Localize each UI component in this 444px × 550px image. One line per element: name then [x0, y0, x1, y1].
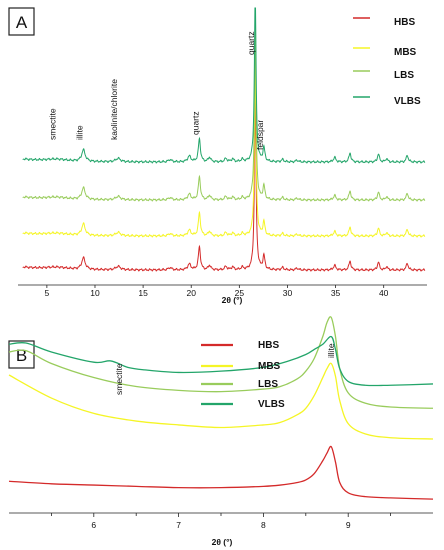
panel-a-annotation-2: kaolinite/chlorite [109, 79, 119, 140]
panel-a-series-vlbs [22, 7, 426, 164]
panel-b-series-mbs [8, 362, 434, 440]
panel-b-legend: HBS MBS LBS VLBS [201, 340, 285, 410]
panel-a-x-tick-label: 25 [235, 288, 245, 298]
panel-a-x-tick-label: 5 [45, 288, 50, 298]
panel-a-x-tick-label: 35 [331, 288, 341, 298]
panel-b-legend-label-vlbs: VLBS [258, 399, 285, 410]
panel-b-letter: B [16, 346, 27, 365]
panel-a-letter-box [8, 7, 35, 36]
panel-b-x-tick-label: 8 [261, 520, 266, 530]
panel-b-annotation-0: smectite [114, 363, 124, 395]
panel-a-series-lbs [22, 26, 426, 202]
panel-a-x-tick-label: 10 [90, 288, 100, 298]
panel-a-legend-label-lbs: LBS [394, 70, 414, 81]
panel-b-x-tick-label: 7 [176, 520, 181, 530]
panel-a-letter: A [16, 13, 28, 32]
panel-b-legend-label-mbs: MBS [258, 361, 281, 372]
panel-a-annotation-4: quartz [246, 31, 256, 55]
panel-b-annotations: smectite illite [114, 343, 336, 395]
panel-b-series-vlbs [8, 335, 434, 387]
panel-b-letter-box [8, 340, 35, 369]
panel-a-annotation-3: quartz [190, 111, 200, 135]
panel-a-x-tick-label: 40 [379, 288, 389, 298]
panel-b-series [8, 316, 434, 500]
panel-b-legend-label-lbs: LBS [258, 379, 278, 390]
panel-a-legend-label-mbs: MBS [394, 47, 417, 58]
panel-b-series-lbs [8, 316, 434, 409]
panel-a-legend: HBS MBS LBS VLBS [353, 17, 421, 107]
panel-a-series-hbs [22, 96, 426, 272]
panel-a-chart: A 5 10 15 20 25 30 35 40 smectite illite kaolinit… [8, 7, 427, 305]
panel-b-series-hbs [8, 445, 434, 500]
panel-a-series [22, 7, 426, 272]
panel-b-chart: B 6 7 8 9 smectite illite HBS MBS LBS VLBS 2θ (… [8, 316, 434, 547]
panel-a-x-axis: 5 10 15 20 25 30 35 40 [18, 284, 427, 298]
panel-b-annotation-1: illite [326, 343, 336, 358]
panel-a-annotation-5: feldspar [255, 120, 265, 150]
panel-a-annotation-1: illite [74, 125, 84, 140]
panel-a-x-tick-label: 15 [138, 288, 148, 298]
panel-b-x-tick-label: 9 [346, 520, 351, 530]
panel-b-legend-label-hbs: HBS [258, 340, 279, 351]
panel-a-annotations: smectite illite kaolinite/chlorite quartz qu… [47, 31, 264, 150]
panel-a-x-axis-title: 2θ (°) [222, 295, 243, 305]
panel-a-annotation-0: smectite [47, 108, 57, 140]
panel-a-legend-label-hbs: HBS [394, 17, 415, 28]
panel-a-legend-label-vlbs: VLBS [394, 96, 421, 107]
panel-a-x-tick-label: 30 [283, 288, 293, 298]
panel-a-series-mbs [22, 62, 426, 238]
panel-b-x-axis-title: 2θ (°) [212, 537, 233, 547]
panel-b-x-axis: 6 7 8 9 [9, 512, 433, 530]
panel-a-x-tick-label: 20 [186, 288, 196, 298]
panel-b-x-tick-label: 6 [91, 520, 96, 530]
